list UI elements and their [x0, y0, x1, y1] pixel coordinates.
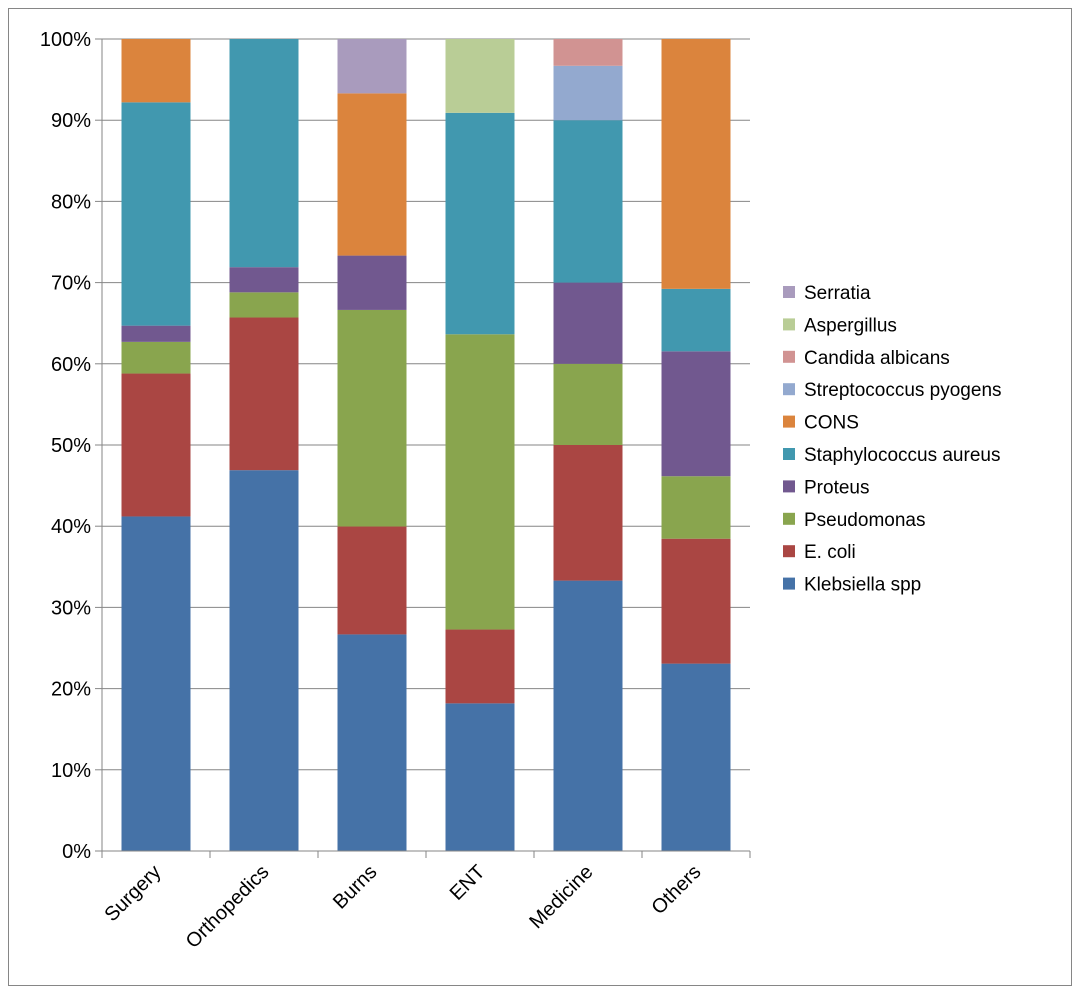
legend-label: Candida albicans: [804, 348, 950, 369]
gridlines: [102, 38, 750, 852]
legend-label: E. coli: [804, 542, 856, 563]
bar-segment: [661, 476, 731, 539]
y-tick-label: 60%: [51, 354, 91, 376]
legend-swatch: [783, 383, 795, 396]
legend-swatch: [783, 415, 795, 428]
bar-segment: [229, 39, 299, 268]
y-tick-label: 100%: [40, 29, 91, 51]
chart-area: 0% 10% 20% 30% 40% 50% 60% 70% 80% 90% 100% Surgery…: [8, 8, 1072, 986]
bar-segment: [337, 309, 407, 527]
legend-swatch: [783, 448, 795, 460]
bar-segment: [121, 341, 191, 374]
bar-segment: [337, 255, 407, 310]
bar-segment: [661, 538, 731, 664]
bar-segment: [661, 288, 731, 352]
legend: Serratia Aspergillus Candida albicans Strep…: [783, 283, 1002, 596]
y-tick-label: 50%: [51, 435, 91, 457]
bar-segment: [553, 120, 623, 283]
legend-label: Staphylococcus aureus: [804, 445, 1000, 466]
legend-label: Streptococcus pyogens: [804, 380, 1002, 401]
legend-label: Klebsiella spp: [804, 575, 921, 596]
bar-segment: [121, 516, 191, 851]
x-tick-label: Burns: [329, 861, 382, 914]
x-tick-label: Medicine: [525, 861, 597, 933]
y-tick-label: 0%: [62, 841, 91, 863]
legend-swatch: [783, 286, 795, 298]
bar-segment: [553, 65, 623, 121]
bar-segment: [445, 334, 515, 630]
y-tick-label: 30%: [51, 597, 91, 619]
y-tick-label: 80%: [51, 191, 91, 213]
bar-segment: [445, 39, 515, 113]
bar-segment: [445, 629, 515, 704]
y-tick-label: 20%: [51, 679, 91, 701]
legend-label: Proteus: [804, 477, 869, 498]
y-tick-label: 10%: [51, 760, 91, 782]
stacked-bar-chart: 0% 10% 20% 30% 40% 50% 60% 70% 80% 90% 100% Surgery…: [40, 29, 1002, 953]
legend-swatch: [783, 577, 795, 590]
bar-segment: [445, 703, 515, 851]
y-tick-label: 90%: [51, 110, 91, 132]
legend-label: CONS: [804, 413, 859, 434]
y-tick-label: 70%: [51, 273, 91, 295]
legend-swatch: [783, 480, 795, 493]
legend-swatch: [783, 350, 795, 363]
bar-segment: [229, 470, 299, 851]
bar-segment: [553, 445, 623, 581]
bar-segment: [661, 39, 731, 289]
legend-label: Serratia: [804, 283, 871, 304]
bars: [121, 39, 731, 851]
legend-label: Aspergillus: [804, 315, 897, 336]
y-tick-label: 40%: [51, 516, 91, 538]
bar-segment: [121, 39, 191, 103]
bar-segment: [229, 317, 299, 471]
x-tick-label: Orthopedics: [182, 861, 274, 953]
bar-segment: [337, 526, 407, 635]
bar-segment: [553, 282, 623, 364]
bar-segment: [229, 267, 299, 293]
bar-segment: [337, 39, 407, 94]
bar-segment: [337, 634, 407, 851]
x-tick-label: Others: [648, 861, 706, 919]
legend-swatch: [783, 512, 795, 525]
bar-segment: [553, 39, 623, 66]
bar-segment: [661, 663, 731, 851]
bar-segment: [445, 112, 515, 335]
x-tick-label: ENT: [446, 861, 490, 905]
legend-swatch: [783, 318, 795, 331]
bar-segment: [553, 363, 623, 445]
legend-swatch: [783, 545, 795, 558]
bar-segment: [121, 373, 191, 517]
bar-segment: [553, 580, 623, 851]
bar-segment: [121, 325, 191, 342]
bar-segment: [661, 351, 731, 477]
bar-segment: [229, 292, 299, 318]
bar-segment: [337, 93, 407, 256]
legend-label: Pseudomonas: [804, 510, 925, 531]
bar-segment: [121, 102, 191, 326]
x-tick-label: Surgery: [100, 861, 165, 926]
